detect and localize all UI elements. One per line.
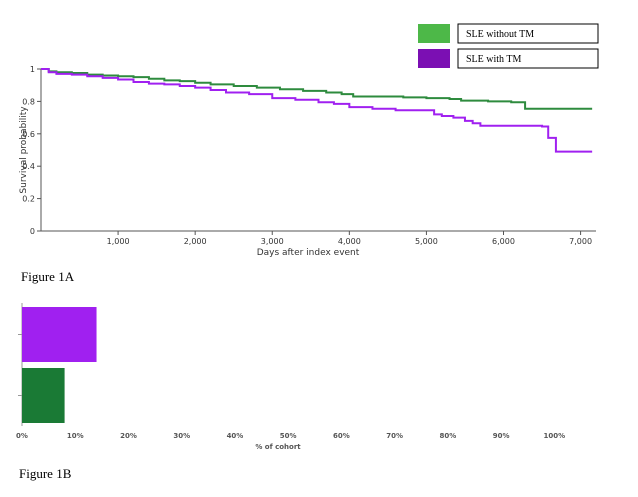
x-tick-label: 50%: [280, 432, 297, 440]
legend-label-box: [457, 48, 599, 69]
y-tick-label: 0.8: [22, 97, 35, 106]
x-tick-label: 100%: [544, 432, 566, 440]
x-tick-label: 4,000: [338, 237, 361, 246]
x-tick-label: 80%: [440, 432, 457, 440]
survival-lines: [41, 68, 593, 153]
x-tick-label: 1,000: [107, 237, 130, 246]
x-tick-label: 20%: [120, 432, 137, 440]
cohort-bar-with-tm: [22, 307, 97, 362]
survival-series-without-tm: [41, 68, 593, 110]
x-tick-label: 3,000: [261, 237, 284, 246]
y-tick-label: 0: [30, 227, 35, 236]
survival-y-axis-label: Survival probability: [19, 106, 29, 194]
figure-1b-caption: Figure 1B: [19, 466, 72, 481]
x-tick-label: 0%: [16, 432, 28, 440]
survival-series-with-tm: [41, 68, 593, 153]
legend-label: SLE with TM: [466, 54, 521, 65]
legend-label: SLE without TM: [466, 29, 534, 40]
cohort-bars: [22, 307, 97, 423]
y-tick-label: 1: [30, 65, 35, 74]
y-tick-label: 0.6: [22, 130, 35, 139]
x-tick-label: 40%: [227, 432, 244, 440]
legend-swatch: [418, 24, 450, 43]
cohort-x-axis-label: % of cohort: [255, 443, 301, 451]
cohort-bar-without-tm: [22, 368, 65, 423]
cohort-bar-chart: 0% 10% 20% 30% 40% 50% 60% 70% 80% 90% 100% % of c…: [16, 303, 565, 451]
x-tick-label: 7,000: [569, 237, 592, 246]
survival-legend: SLE without TM SLE with TM: [418, 23, 599, 69]
legend-swatch: [418, 49, 450, 68]
x-tick-label: 6,000: [492, 237, 515, 246]
survival-chart: SLE without TM SLE with TM 0 0.2 0.4 0.6 0.8 1…: [19, 23, 599, 258]
y-tick-label: 0.2: [22, 195, 35, 204]
survival-axes: 0 0.2 0.4 0.6 0.8 1 1,000 2,000 3,000 4,000 5,000 6…: [22, 65, 596, 246]
legend-label-box: [457, 23, 599, 44]
x-tick-label: 2,000: [184, 237, 207, 246]
x-tick-label: 10%: [67, 432, 84, 440]
cohort-axes: 0% 10% 20% 30% 40% 50% 60% 70% 80% 90% 100%: [16, 303, 565, 440]
survival-x-axis-label: Days after index event: [257, 248, 360, 258]
x-tick-label: 30%: [173, 432, 190, 440]
x-tick-label: 90%: [493, 432, 510, 440]
x-tick-label: 5,000: [415, 237, 438, 246]
figure-1a-caption: Figure 1A: [21, 269, 75, 284]
x-tick-label: 70%: [386, 432, 403, 440]
x-tick-label: 60%: [333, 432, 350, 440]
y-tick-label: 0.4: [22, 162, 35, 171]
